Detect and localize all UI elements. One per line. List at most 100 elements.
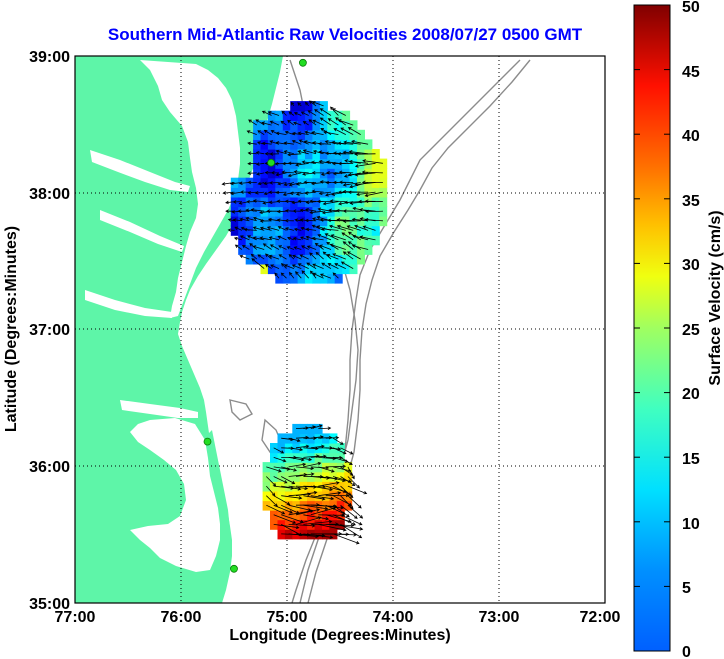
velocity-arrow: [315, 251, 324, 260]
velocity-cell: [290, 187, 299, 198]
velocity-cell: [312, 225, 321, 236]
x-tick-label: 77:00: [55, 609, 96, 626]
velocity-arrow: [288, 111, 295, 116]
velocity-cell: [319, 225, 328, 236]
chesapeake-bay: [140, 60, 240, 318]
velocity-arrow: [303, 495, 326, 501]
velocity-cell: [349, 263, 358, 275]
velocity-arrow: [234, 226, 243, 231]
velocity-arrow: [300, 111, 309, 116]
velocity-arrow: [281, 485, 302, 491]
velocity-cell: [282, 168, 291, 179]
velocity-cell: [319, 158, 328, 169]
velocity-arrow: [312, 272, 324, 279]
velocity-arrow: [306, 245, 317, 250]
velocity-arrow: [318, 504, 344, 510]
velocity-cell: [260, 254, 269, 265]
velocity-cell: [379, 196, 388, 208]
velocity-cell: [282, 273, 291, 284]
velocity-arrow: [240, 190, 250, 194]
velocity-cell: [334, 120, 343, 131]
velocity-arrow: [299, 254, 309, 260]
velocity-cell: [379, 158, 388, 169]
velocity-cell: [371, 187, 380, 198]
velocity-arrow: [319, 273, 332, 279]
velocity-arrow: [302, 121, 309, 126]
velocity-arrow: [291, 140, 302, 145]
velocity-cell: [290, 225, 299, 236]
velocity-cell: [253, 168, 262, 179]
velocity-cell: [371, 235, 380, 246]
velocity-arrow: [346, 251, 361, 260]
velocity-cell: [357, 235, 365, 246]
velocity-arrow: [283, 141, 294, 145]
velocity-cell: [305, 129, 313, 140]
velocity-cell: [334, 254, 343, 265]
velocity-arrow: [246, 130, 257, 135]
velocity-arrow: [288, 504, 312, 512]
velocity-arrow: [290, 101, 295, 107]
x-tick-label: 74:00: [373, 609, 414, 626]
velocity-arrow: [247, 141, 257, 146]
colorbar-tick-label: 50: [682, 0, 700, 16]
velocity-cell: [297, 235, 306, 246]
velocity-cell: [290, 177, 299, 188]
velocity-arrow: [273, 514, 297, 524]
velocity-cell: [305, 244, 313, 255]
velocity-cell: [267, 216, 276, 227]
velocity-arrow: [269, 120, 280, 126]
velocity-arrow: [266, 209, 280, 213]
velocity-arrow: [293, 121, 302, 126]
velocity-cell: [327, 196, 336, 208]
velocity-arrow: [342, 219, 361, 223]
velocity-arrow: [347, 476, 361, 489]
velocity-cell: [275, 149, 284, 160]
velocity-cell: [312, 244, 321, 255]
velocity-arrow: [288, 462, 307, 468]
velocity-cell: [327, 235, 336, 246]
velocity-cell: [230, 187, 239, 198]
velocity-cell: [260, 120, 269, 131]
velocity-arrow: [295, 271, 302, 279]
velocity-cell: [253, 129, 262, 140]
velocity-arrow: [333, 128, 346, 135]
velocity-cell: [260, 149, 269, 160]
velocity-arrow: [250, 253, 258, 260]
velocity-cell: [290, 129, 299, 140]
velocity-arrow: [255, 151, 265, 155]
velocity-cell: [297, 101, 306, 112]
velocity-cell: [364, 216, 373, 227]
velocity-arrow: [270, 264, 280, 269]
velocity-cell: [275, 168, 284, 179]
velocity-cell: [379, 206, 388, 217]
velocity-cell: [290, 196, 299, 208]
velocity-cell: [334, 235, 343, 246]
velocity-cell: [312, 177, 321, 188]
velocity-cell: [379, 168, 388, 179]
velocity-cell: [342, 139, 351, 150]
velocity-arrow: [280, 272, 287, 279]
velocity-cell: [307, 423, 316, 435]
velocity-arrow: [352, 234, 369, 241]
velocity-cell: [260, 244, 269, 255]
velocity-cell: [253, 120, 262, 131]
y-tick-label: 37:00: [29, 322, 70, 339]
velocity-cell: [230, 216, 239, 227]
velocity-arrow: [364, 218, 383, 222]
velocity-arrow: [340, 127, 354, 135]
velocity-cell: [319, 206, 328, 217]
velocity-cell: [319, 120, 328, 131]
colorbar-tick-label: 20: [682, 386, 700, 403]
velocity-arrow: [295, 444, 310, 449]
velocity-cell: [282, 149, 291, 160]
velocity-cell: [357, 139, 365, 150]
velocity-cell: [319, 196, 328, 208]
velocity-cell: [245, 235, 254, 246]
velocity-cell: [290, 263, 299, 275]
hf-radar-station-marker: [203, 437, 212, 446]
velocity-cell: [305, 101, 313, 112]
velocity-arrow: [232, 218, 242, 222]
velocity-arrow: [324, 233, 339, 241]
velocity-arrow: [327, 263, 339, 269]
velocity-cell: [238, 196, 247, 208]
